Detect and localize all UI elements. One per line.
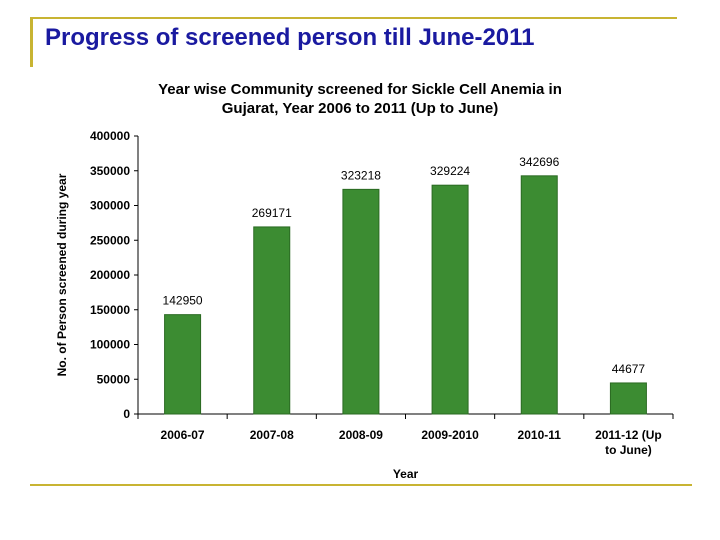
data-label: 142950 bbox=[163, 294, 203, 308]
bar bbox=[520, 175, 558, 415]
x-tick-label: to June) bbox=[605, 443, 652, 457]
data-label: 342696 bbox=[519, 155, 559, 169]
x-tick-label: 2009-2010 bbox=[421, 428, 479, 442]
x-tick-label: 2011-12 (Up bbox=[595, 428, 662, 442]
accent-rule-bottom bbox=[30, 484, 692, 486]
chart-title: Year wise Community screened for Sickle … bbox=[110, 80, 610, 118]
y-tick-label: 150000 bbox=[90, 303, 130, 317]
y-tick-label: 0 bbox=[123, 407, 130, 421]
data-label: 329224 bbox=[430, 164, 470, 178]
x-tick-label: 2008-09 bbox=[339, 428, 383, 442]
x-tick-label: 2006-07 bbox=[161, 428, 205, 442]
y-tick-label: 250000 bbox=[90, 233, 130, 247]
bar bbox=[609, 382, 647, 415]
y-tick-label: 200000 bbox=[90, 268, 130, 282]
data-label: 269171 bbox=[252, 206, 292, 220]
x-axis-label: Year bbox=[393, 467, 419, 481]
y-tick-label: 300000 bbox=[90, 199, 130, 213]
y-tick-label: 100000 bbox=[90, 338, 130, 352]
x-tick-label: 2010-11 bbox=[518, 428, 562, 442]
slide-title: Progress of screened person till June-20… bbox=[45, 24, 535, 51]
accent-rule-top bbox=[30, 17, 677, 19]
y-tick-label: 50000 bbox=[97, 372, 131, 386]
x-tick-label: 2007-08 bbox=[250, 428, 294, 442]
chart-title-line-2: Gujarat, Year 2006 to 2011 (Up to June) bbox=[221, 100, 499, 117]
data-label: 323218 bbox=[341, 168, 381, 182]
y-tick-label: 350000 bbox=[90, 164, 130, 178]
bar bbox=[342, 188, 380, 415]
y-tick-label: 400000 bbox=[90, 129, 130, 143]
data-label: 44677 bbox=[612, 362, 646, 376]
accent-rule-left bbox=[30, 17, 33, 67]
bar bbox=[253, 226, 291, 415]
bar bbox=[164, 314, 202, 415]
y-axis-label: No. of Person screened during year bbox=[55, 173, 69, 376]
bar bbox=[431, 184, 469, 415]
chart-title-line-1: Year wise Community screened for Sickle … bbox=[158, 81, 562, 98]
